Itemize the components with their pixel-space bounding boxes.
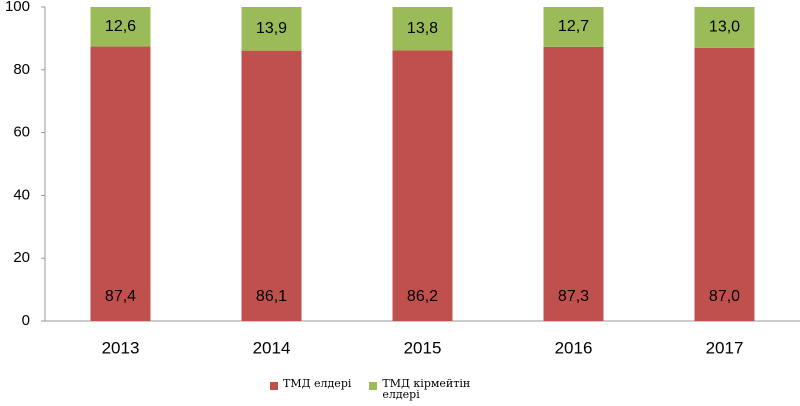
- value-label: 86,2: [407, 288, 438, 305]
- y-tick-label: 40: [13, 186, 30, 203]
- x-tick-label: 2013: [102, 338, 140, 357]
- bar-segment: [543, 7, 604, 47]
- value-label: 86,1: [256, 288, 287, 305]
- value-label: 12,7: [558, 18, 589, 35]
- value-label: 13,8: [407, 20, 438, 37]
- legend-item: ТМД елдері: [270, 378, 351, 400]
- y-tick-label: 80: [13, 61, 30, 78]
- x-tick-label: 2017: [706, 338, 744, 357]
- bar-segment: [392, 50, 453, 321]
- bar-segment: [694, 7, 755, 48]
- value-label: 87,3: [558, 288, 589, 305]
- y-tick-label: 60: [13, 124, 30, 141]
- legend-swatch: [369, 382, 378, 390]
- x-tick-label: 2016: [555, 338, 593, 357]
- x-tick-label: 2015: [404, 338, 442, 357]
- value-label: 87,0: [709, 288, 740, 305]
- y-tick-label: 100: [5, 0, 30, 15]
- legend-item: ТМД кірмейтін елдері: [369, 378, 477, 400]
- legend-label: ТМД елдері: [283, 377, 352, 390]
- legend: ТМД елдері ТМД кірмейтін елдері: [270, 378, 477, 400]
- bar-segment: [543, 46, 604, 322]
- value-label: 87,4: [105, 288, 136, 305]
- value-label: 12,6: [105, 18, 136, 35]
- y-tick-label: 0: [22, 312, 30, 329]
- bar-segment: [241, 50, 302, 322]
- legend-label: ТМД кірмейтін елдері: [382, 377, 471, 401]
- value-label: 13,0: [709, 19, 740, 36]
- legend-swatch: [270, 382, 278, 390]
- bar-segment: [241, 7, 302, 51]
- bar-segment: [90, 46, 151, 322]
- bar-segment: [392, 7, 453, 51]
- bar-segment: [694, 47, 755, 321]
- x-tick-label: 2014: [253, 338, 291, 357]
- bar-segment: [90, 7, 151, 47]
- value-label: 13,9: [256, 20, 287, 37]
- y-tick-label: 20: [13, 249, 30, 266]
